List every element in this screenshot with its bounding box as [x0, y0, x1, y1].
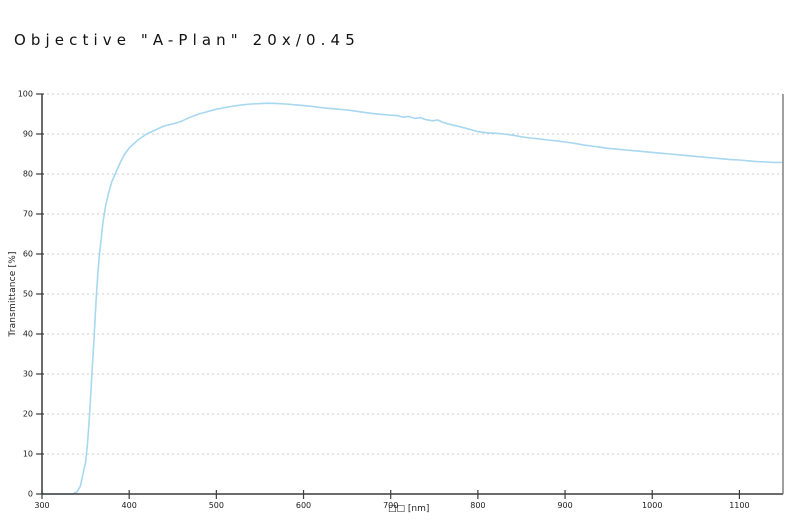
x-tick-label-400: 400	[122, 501, 137, 510]
x-tick-label-300: 300	[34, 501, 49, 510]
chart-title: Objective "A-Plan" 20x/0.45	[14, 31, 360, 49]
x-tick-label-1100: 1100	[729, 501, 749, 510]
y-tick-label-70: 70	[23, 210, 33, 219]
x-tick-label-800: 800	[470, 501, 485, 510]
x-axis-label: □□ [nm]	[388, 504, 430, 514]
y-tick-label-100: 100	[18, 90, 33, 99]
y-tick-label-40: 40	[23, 330, 33, 339]
x-tick-label-700: 700	[383, 501, 398, 510]
transmittance-curve	[41, 102, 783, 495]
x-tick-label-600: 600	[296, 501, 311, 510]
y-tick-label-50: 50	[23, 290, 33, 299]
y-tick-label-80: 80	[23, 170, 33, 179]
y-tick-label-10: 10	[23, 450, 33, 459]
x-tick-label-500: 500	[209, 501, 224, 510]
x-tick-label-900: 900	[557, 501, 572, 510]
y-tick-label-90: 90	[23, 130, 33, 139]
y-tick-label-60: 60	[23, 250, 33, 259]
y-tick-label-0: 0	[28, 490, 33, 499]
x-tick-label-1000: 1000	[642, 501, 662, 510]
y-tick-label-20: 20	[23, 410, 33, 419]
y-tick-label-30: 30	[23, 370, 33, 379]
